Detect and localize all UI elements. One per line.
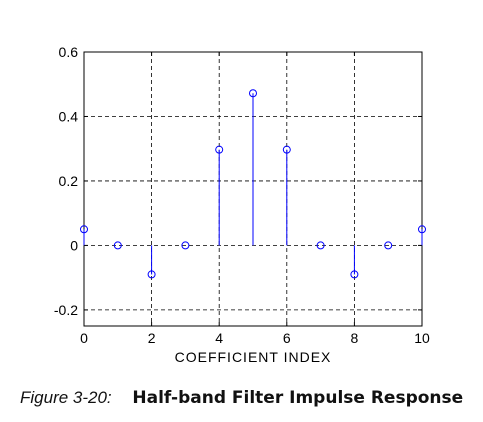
x-tick-label: 0 (80, 330, 88, 346)
stem-marker (215, 145, 224, 154)
stem-marker (181, 241, 190, 250)
stem-marker (80, 225, 88, 234)
stem-marker (113, 241, 122, 250)
x-tick-label: 4 (215, 330, 223, 346)
y-tick-label: 0.6 (59, 44, 79, 60)
stem-marker (316, 241, 325, 250)
y-tick-label: 0.2 (59, 173, 79, 189)
stem-marker (147, 270, 156, 279)
x-tick-label: 6 (283, 330, 291, 346)
figure-caption: Figure 3-20: Half-band Filter Impulse Re… (20, 388, 463, 408)
stem-series (80, 89, 426, 279)
y-tick-label: -0.2 (54, 302, 78, 318)
stem-marker (384, 241, 393, 250)
x-tick-label: 2 (148, 330, 156, 346)
y-tick-label: 0.4 (59, 108, 79, 124)
x-tick-label: 10 (414, 330, 430, 346)
x-axis-label: COEFFICIENT INDEX (175, 349, 332, 365)
y-tick-label: 0 (70, 237, 78, 253)
stem-marker (249, 89, 257, 98)
stem-marker (418, 225, 426, 234)
figure-caption-label: Figure 3-20: (20, 388, 112, 407)
x-tick-label: 8 (351, 330, 359, 346)
figure-caption-title: Half-band Filter Impulse Response (132, 388, 464, 408)
stem-marker (350, 270, 359, 279)
stem-marker (282, 145, 291, 154)
axis-ticks: 0 2 4 6 8 10-0.200.20.40.6 (54, 44, 430, 346)
plot-frame (83, 51, 423, 327)
impulse-response-chart: 0 2 4 6 8 10-0.200.20.40.6 COEFFICIENT INDEX (54, 44, 430, 365)
